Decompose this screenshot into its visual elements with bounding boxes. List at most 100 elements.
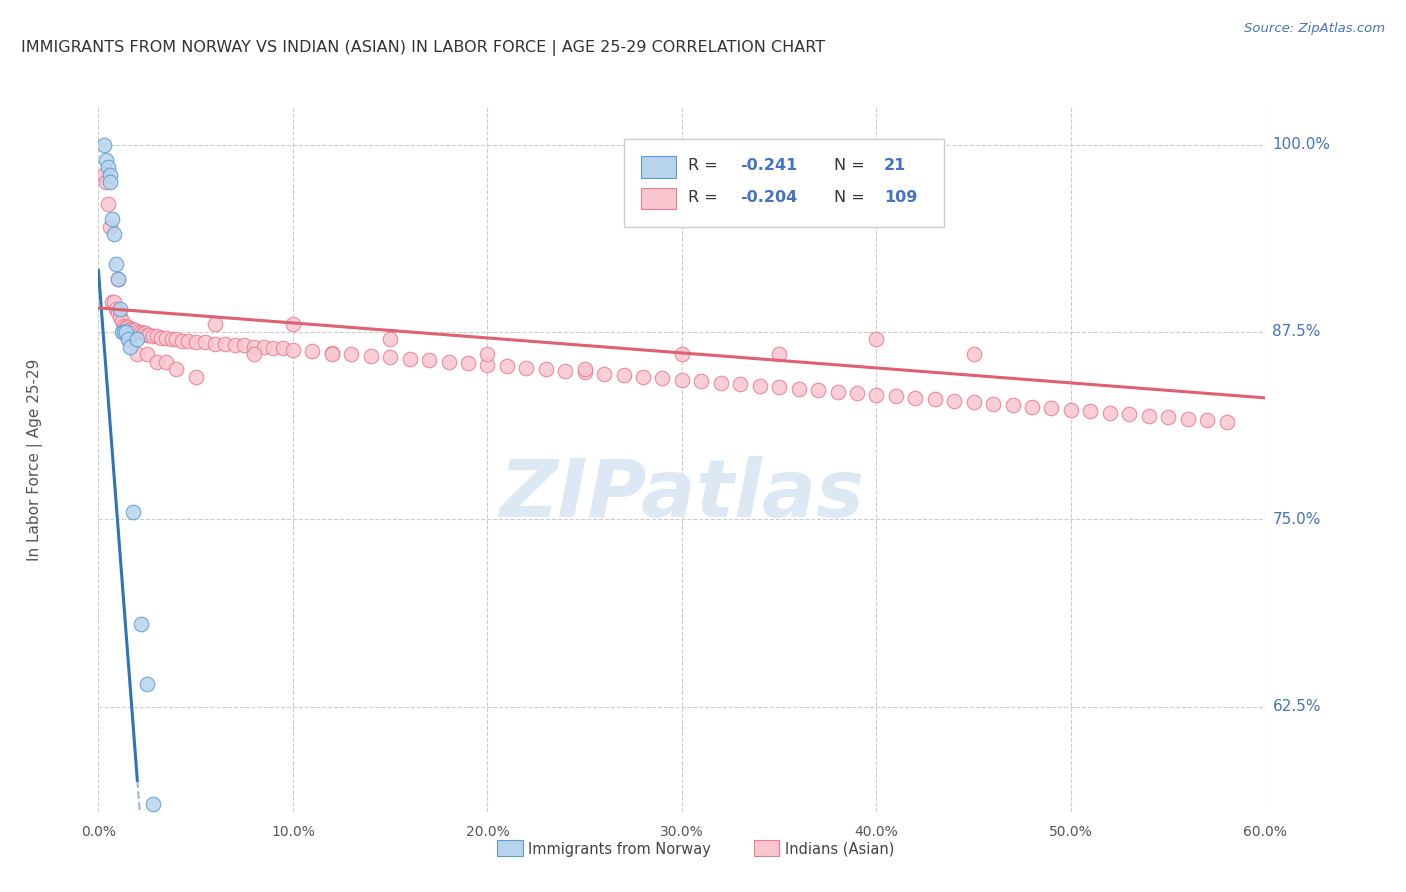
Text: 109: 109: [884, 190, 917, 205]
Point: [112, 318, 135, 333]
Point: [748, 379, 770, 393]
Point: [111, 325, 134, 339]
Point: [554, 364, 576, 378]
Point: [114, 325, 136, 339]
Point: [981, 397, 1004, 411]
Point: [134, 326, 156, 341]
Text: N =: N =: [834, 158, 869, 173]
Point: [98, 168, 121, 182]
Text: 87.5%: 87.5%: [1272, 325, 1320, 340]
Point: [127, 347, 149, 361]
Point: [243, 347, 266, 361]
Point: [118, 322, 141, 336]
Point: [865, 333, 887, 347]
Point: [574, 362, 596, 376]
Point: [321, 347, 343, 361]
Point: [651, 371, 673, 385]
Point: [107, 305, 129, 319]
Point: [360, 349, 382, 363]
Point: [1118, 408, 1140, 422]
Point: [136, 677, 159, 691]
Point: [1215, 415, 1237, 429]
Point: [96, 175, 118, 189]
Point: [127, 325, 149, 339]
Point: [111, 314, 134, 328]
Point: [1060, 403, 1083, 417]
Point: [96, 153, 118, 167]
Text: 0.0%: 0.0%: [82, 825, 115, 839]
Point: [457, 356, 479, 370]
Point: [117, 333, 139, 347]
Point: [146, 355, 169, 369]
Point: [122, 323, 145, 337]
Point: [224, 338, 246, 352]
Point: [136, 327, 159, 342]
Point: [1080, 404, 1102, 418]
Point: [104, 257, 127, 271]
Point: [97, 160, 120, 174]
Text: 50.0%: 50.0%: [1049, 825, 1092, 839]
Point: [477, 358, 499, 372]
Point: [1195, 413, 1218, 427]
Point: [127, 333, 149, 347]
Point: [398, 351, 420, 366]
Point: [1098, 406, 1121, 420]
Bar: [641, 156, 676, 178]
Point: [98, 175, 121, 189]
Point: [184, 370, 207, 384]
Point: [103, 227, 125, 242]
Point: [149, 842, 172, 856]
Point: [132, 326, 155, 341]
Point: [340, 347, 363, 361]
Point: [613, 368, 636, 383]
Point: [114, 320, 136, 334]
Point: [204, 337, 226, 351]
Point: [943, 393, 966, 408]
Point: [631, 370, 654, 384]
Point: [271, 342, 294, 356]
Point: [418, 353, 440, 368]
Point: [1040, 401, 1063, 416]
Point: [108, 310, 131, 324]
Text: -0.204: -0.204: [741, 190, 797, 205]
Point: [846, 386, 869, 401]
Point: [107, 272, 129, 286]
Point: [155, 355, 177, 369]
Point: [671, 373, 693, 387]
Point: [262, 342, 284, 356]
Point: [574, 366, 596, 380]
Point: [214, 337, 236, 351]
Point: [671, 347, 693, 361]
Point: [117, 320, 139, 334]
Text: N =: N =: [834, 190, 869, 205]
Point: [281, 318, 304, 332]
Point: [165, 362, 187, 376]
Point: [962, 395, 984, 409]
Point: [253, 340, 276, 354]
Text: 40.0%: 40.0%: [855, 825, 898, 839]
Point: [865, 388, 887, 402]
Point: [962, 347, 984, 361]
Point: [593, 367, 616, 381]
Point: [710, 376, 733, 390]
Point: [155, 331, 177, 345]
Point: [730, 377, 752, 392]
Text: R =: R =: [688, 190, 723, 205]
Point: [121, 322, 143, 336]
Point: [142, 329, 165, 343]
Point: [149, 331, 172, 345]
Text: 62.5%: 62.5%: [1272, 699, 1320, 714]
Point: [301, 344, 323, 359]
Point: [380, 333, 402, 347]
Point: [437, 355, 460, 369]
Point: [904, 391, 927, 405]
Text: In Labor Force | Age 25-29: In Labor Force | Age 25-29: [27, 359, 44, 560]
Point: [162, 333, 184, 347]
Point: [124, 323, 146, 337]
Text: 60.0%: 60.0%: [1243, 825, 1288, 839]
Point: [93, 168, 115, 182]
Point: [112, 325, 135, 339]
Text: 20.0%: 20.0%: [465, 825, 509, 839]
Text: R =: R =: [688, 158, 723, 173]
Point: [827, 384, 849, 399]
